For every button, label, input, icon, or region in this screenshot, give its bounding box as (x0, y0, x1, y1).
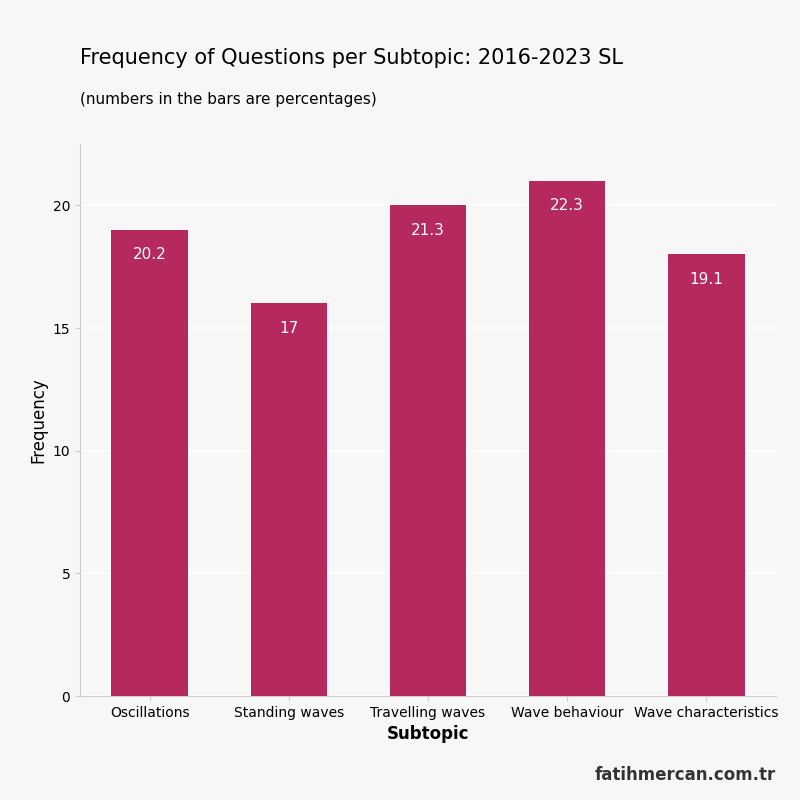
Text: Frequency of Questions per Subtopic: 2016-2023 SL: Frequency of Questions per Subtopic: 201… (80, 48, 623, 68)
Bar (668, 254, 745, 696)
Bar (250, 303, 327, 696)
Text: (numbers in the bars are percentages): (numbers in the bars are percentages) (80, 92, 377, 107)
Text: fatihmercan.com.tr: fatihmercan.com.tr (594, 766, 776, 784)
Y-axis label: Frequency: Frequency (29, 377, 47, 463)
Bar (390, 206, 466, 696)
Text: 17: 17 (279, 321, 298, 336)
Text: 21.3: 21.3 (411, 222, 445, 238)
Bar (111, 230, 188, 696)
Text: 20.2: 20.2 (133, 247, 166, 262)
X-axis label: Subtopic: Subtopic (386, 726, 470, 743)
Bar (529, 181, 606, 696)
Text: 22.3: 22.3 (550, 198, 584, 213)
Text: 19.1: 19.1 (690, 271, 723, 286)
